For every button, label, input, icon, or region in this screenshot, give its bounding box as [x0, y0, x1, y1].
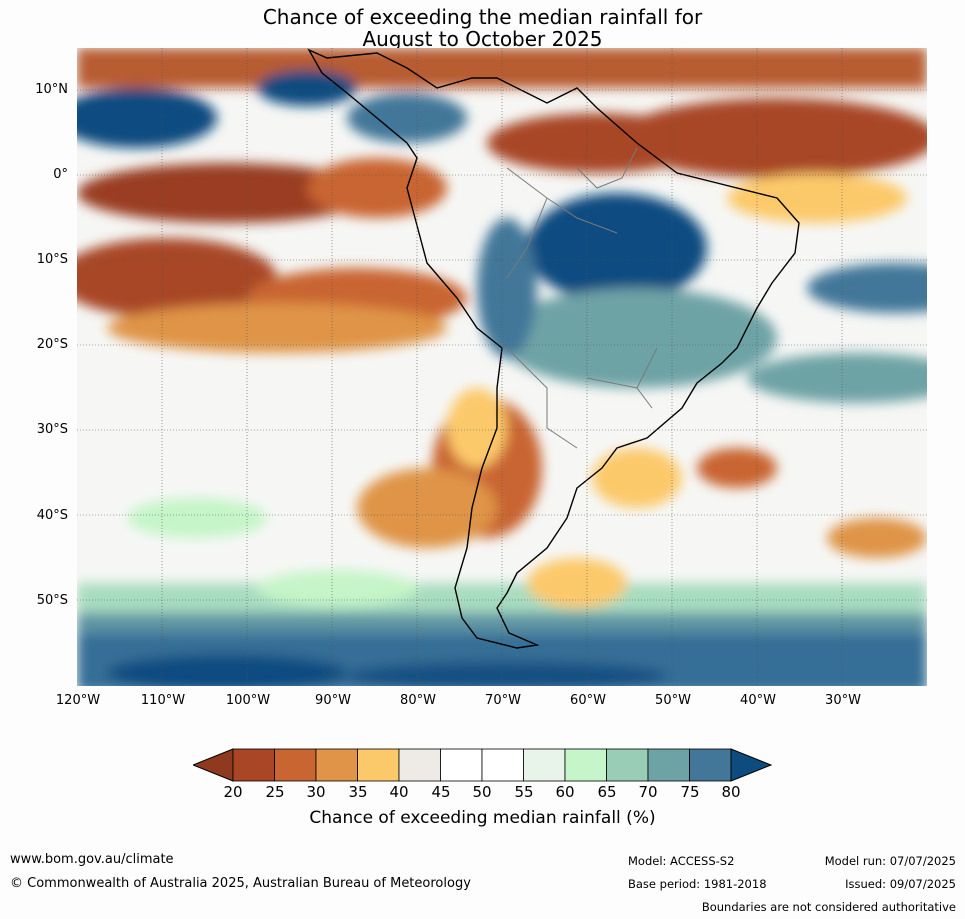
issued-date: Issued: 09/07/2025	[845, 877, 956, 891]
rainfall-map	[77, 48, 927, 686]
country-borders	[506, 147, 658, 449]
colorbar-segment	[523, 748, 566, 782]
colorbar-arrow-high	[730, 748, 773, 782]
lon-label-30w: 30°W	[825, 693, 861, 708]
colorbar-segment	[398, 748, 441, 782]
lon-label-70w: 70°W	[485, 693, 521, 708]
base-period: Base period: 1981-2018	[628, 877, 767, 891]
map-title-line2: August to October 2025	[362, 27, 603, 51]
lat-label-20s: 20°S	[36, 337, 68, 352]
colorbar-tick: 80	[721, 783, 741, 801]
colorbar-tick: 50	[472, 783, 492, 801]
colorbar-segment	[481, 748, 524, 782]
map-title-line1: Chance of exceeding the median rainfall …	[262, 5, 703, 29]
colorbar-tick: 35	[348, 783, 368, 801]
graticule	[77, 48, 927, 686]
lon-label-40w: 40°W	[740, 693, 776, 708]
colorbar-tick: 25	[265, 783, 285, 801]
colorbar-arrow-low	[193, 748, 234, 782]
colorbar-tick: 40	[389, 783, 409, 801]
model-name: Model: ACCESS-S2	[628, 854, 735, 868]
south-america-coastline	[307, 48, 800, 649]
colorbar-segment	[357, 748, 400, 782]
lat-label-0: 0°	[53, 167, 68, 182]
website-link[interactable]: www.bom.gov.au/climate	[10, 852, 174, 867]
colorbar	[193, 748, 773, 782]
lat-label-30s: 30°S	[36, 422, 68, 437]
colorbar-tick: 55	[514, 783, 534, 801]
colorbar-segment	[274, 748, 317, 782]
colorbar-tick: 70	[638, 783, 658, 801]
colorbar-segment	[315, 748, 358, 782]
colorbar-segment	[606, 748, 649, 782]
model-run-date: Model run: 07/07/2025	[824, 854, 956, 868]
lon-label-120w: 120°W	[55, 693, 101, 708]
colorbar-segment	[564, 748, 607, 782]
colorbar-tick: 75	[680, 783, 700, 801]
colorbar-tick: 20	[223, 783, 243, 801]
colorbar-tick: 60	[555, 783, 575, 801]
colorbar-tick: 30	[306, 783, 326, 801]
colorbar-label: Chance of exceeding median rainfall (%)	[309, 808, 656, 828]
colorbar-segment	[440, 748, 483, 782]
boundary-disclaimer: Boundaries are not considered authoritat…	[701, 900, 956, 914]
probability-field	[77, 48, 927, 686]
lon-label-50w: 50°W	[655, 693, 691, 708]
lat-label-40s: 40°S	[36, 508, 68, 523]
lat-label-50s: 50°S	[36, 593, 68, 608]
lon-label-110w: 110°W	[140, 693, 186, 708]
lon-label-90w: 90°W	[315, 693, 351, 708]
copyright-text: © Commonwealth of Australia 2025, Austra…	[10, 876, 471, 891]
lat-label-10n: 10°N	[35, 82, 68, 97]
colorbar-tick: 45	[431, 783, 451, 801]
colorbar-tick: 65	[597, 783, 617, 801]
lon-label-60w: 60°W	[570, 693, 606, 708]
colorbar-segment	[232, 748, 275, 782]
colorbar-segment	[689, 748, 732, 782]
lon-label-100w: 100°W	[225, 693, 271, 708]
lon-label-80w: 80°W	[400, 693, 436, 708]
lat-label-10s: 10°S	[36, 252, 68, 267]
colorbar-segment	[647, 748, 690, 782]
